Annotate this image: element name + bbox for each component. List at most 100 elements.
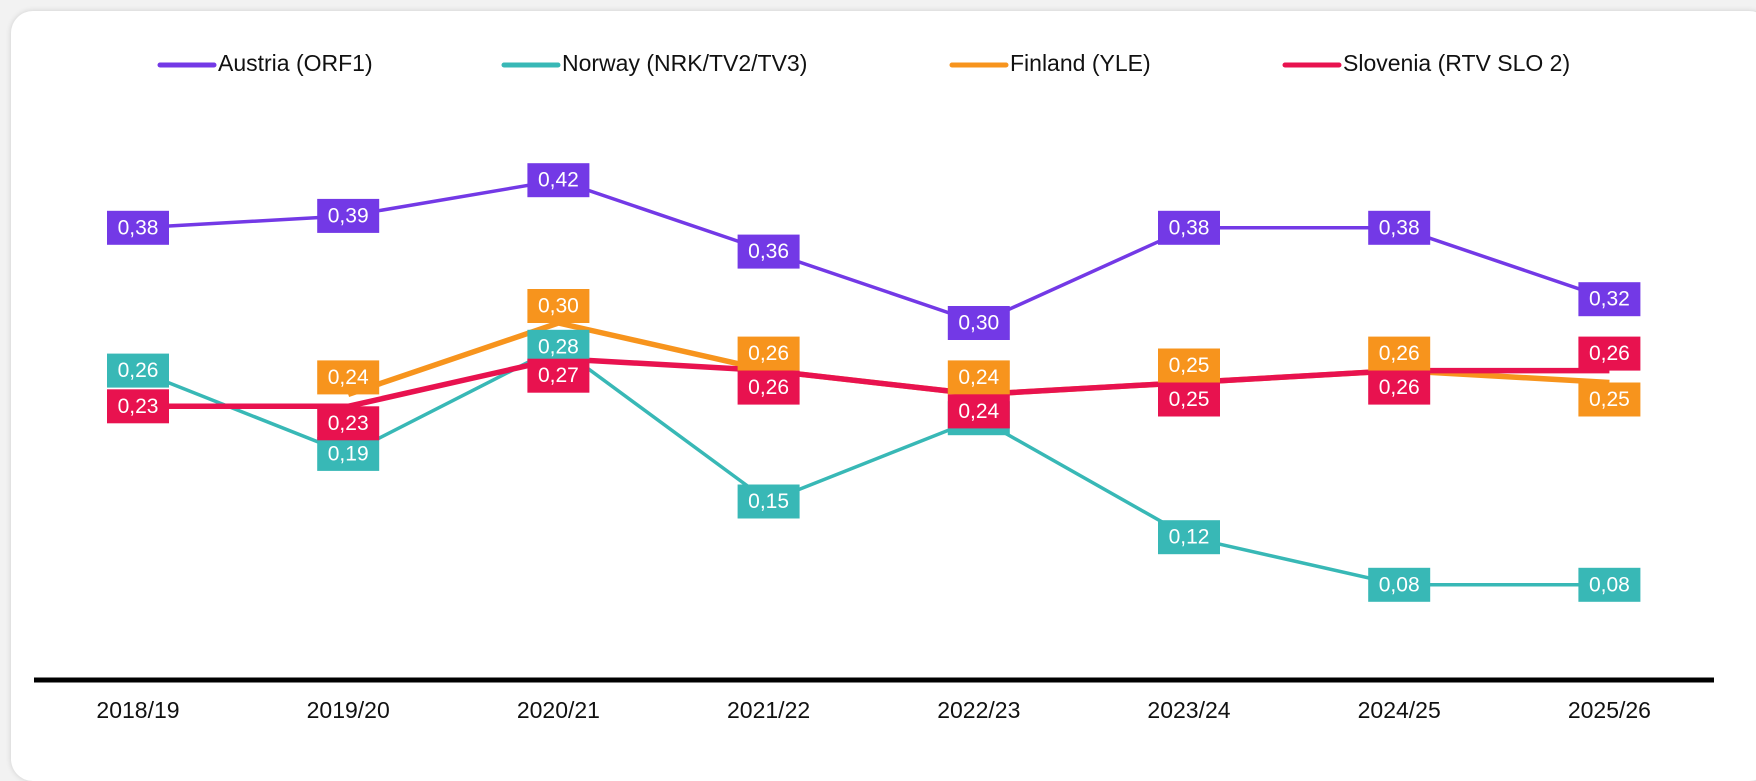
value-label-box — [317, 406, 380, 441]
value-label: 0,28 — [527, 329, 590, 364]
chart-card — [11, 11, 1756, 781]
value-label-box — [1368, 567, 1431, 602]
value-label-text: 0,26 — [748, 376, 789, 399]
line-series — [137, 178, 1610, 325]
value-label-box — [317, 436, 380, 471]
value-label-box — [737, 336, 800, 371]
x-tick-label: 2025/26 — [1568, 697, 1651, 723]
value-label-text: 0,28 — [538, 335, 579, 358]
value-label-box — [527, 329, 590, 364]
value-label: 0,39 — [317, 198, 380, 233]
value-label-box — [947, 394, 1010, 429]
value-label: 0,23 — [107, 389, 169, 424]
value-label-text: 0,25 — [1169, 354, 1210, 377]
x-tick-label: 2024/25 — [1358, 697, 1441, 723]
x-tick-label: 2023/24 — [1147, 697, 1230, 723]
value-label: 0,25 — [1158, 348, 1220, 383]
value-label-box — [1158, 520, 1220, 555]
line-series — [137, 345, 1610, 587]
value-label-text: 0,39 — [328, 204, 369, 227]
value-label-box — [1578, 567, 1641, 602]
value-label-text: 0,26 — [748, 342, 789, 365]
value-label-box — [527, 358, 590, 393]
value-label-text: 0,27 — [538, 364, 579, 387]
value-label-box — [1158, 210, 1220, 245]
value-label-text: 0,26 — [1379, 376, 1420, 399]
value-label-box — [1578, 336, 1641, 371]
value-label: 0,25 — [1158, 382, 1220, 417]
value-label-box — [1578, 382, 1641, 417]
value-label: 0,12 — [1158, 520, 1220, 555]
value-label: 0,38 — [107, 210, 169, 245]
value-label: 0,42 — [527, 163, 590, 198]
value-label-text: 0,25 — [1169, 388, 1210, 411]
value-label: 0,08 — [1578, 567, 1641, 602]
value-label-box — [527, 289, 590, 323]
value-label: 0,26 — [1368, 336, 1431, 371]
value-label-box — [737, 234, 800, 269]
value-label: 0,24 — [947, 394, 1010, 429]
value-label-text: 0,42 — [538, 169, 579, 192]
value-label-text: 0,08 — [1589, 573, 1630, 596]
value-label-text: 0,30 — [958, 312, 999, 335]
value-label-box — [1158, 382, 1220, 417]
value-label: 0,30 — [527, 289, 590, 323]
value-label-box — [737, 484, 800, 519]
x-tick-label: 2022/23 — [937, 697, 1020, 723]
value-label-box — [1578, 282, 1641, 317]
value-label-text: 0,19 — [328, 442, 369, 465]
value-label-box — [107, 353, 169, 388]
legend-label: Austria (ORF1) — [218, 50, 373, 76]
value-label-box — [1368, 336, 1431, 371]
value-label-text: 0,30 — [538, 295, 579, 318]
value-label-text: 0,26 — [1589, 342, 1630, 365]
value-label: 0,38 — [1368, 210, 1431, 245]
value-label: 0,23 — [317, 406, 380, 441]
value-label-box — [947, 360, 1010, 395]
value-label-text: 0,08 — [1379, 573, 1420, 596]
value-label-text: 0,15 — [748, 490, 789, 513]
value-label-text: 0,24 — [958, 400, 999, 423]
value-label-text: 0,24 — [328, 366, 369, 389]
value-label-box — [947, 306, 1010, 340]
value-label-text: 0,26 — [118, 359, 159, 382]
value-label: 0,15 — [737, 484, 800, 519]
value-label: 0,32 — [1578, 282, 1641, 317]
value-label-box — [317, 360, 380, 395]
value-label-box — [107, 210, 169, 245]
value-label-text: 0,26 — [1379, 342, 1420, 365]
value-label-text: 0,32 — [1589, 288, 1630, 311]
value-label: 0,26 — [1368, 370, 1431, 405]
value-label-text: 0,38 — [118, 216, 159, 239]
value-label: 0,25 — [1578, 382, 1641, 417]
value-label-box — [1368, 210, 1431, 245]
value-label: 0,08 — [1368, 567, 1431, 602]
value-label: 0,26 — [107, 353, 169, 388]
value-label-box — [107, 389, 169, 424]
value-label: 0,38 — [1158, 210, 1220, 245]
line-series — [138, 355, 1610, 410]
value-label-box — [1158, 348, 1220, 383]
value-label-box — [1368, 370, 1431, 405]
value-label-text: 0,23 — [328, 412, 369, 435]
x-tick-label: 2018/19 — [96, 697, 179, 723]
page: {"chart_data": { "type": "line", "catego… — [11, 11, 1756, 781]
value-label-text: 0,38 — [1169, 216, 1210, 239]
x-tick-label: 2019/20 — [307, 697, 390, 723]
value-label: 0,24 — [317, 360, 380, 395]
value-label: 0,26 — [737, 370, 800, 405]
value-label: 0,24 — [947, 360, 1010, 395]
value-label-text: 0,38 — [1379, 216, 1420, 239]
value-label-text: 0,36 — [748, 240, 789, 263]
value-label-text: 0,12 — [1169, 526, 1210, 549]
value-label: 0,36 — [737, 234, 800, 269]
legend-label: Norway (NRK/TV2/TV3) — [562, 50, 807, 76]
value-label-box — [317, 198, 380, 233]
x-tick-label: 2021/22 — [727, 697, 810, 723]
value-label-text: 0,25 — [1589, 388, 1630, 411]
value-label: 0,26 — [737, 336, 800, 371]
value-label: 0,26 — [1578, 336, 1641, 371]
value-label: 0,19 — [317, 436, 380, 471]
value-label-text: 0,24 — [958, 366, 999, 389]
value-label-box — [737, 370, 800, 405]
